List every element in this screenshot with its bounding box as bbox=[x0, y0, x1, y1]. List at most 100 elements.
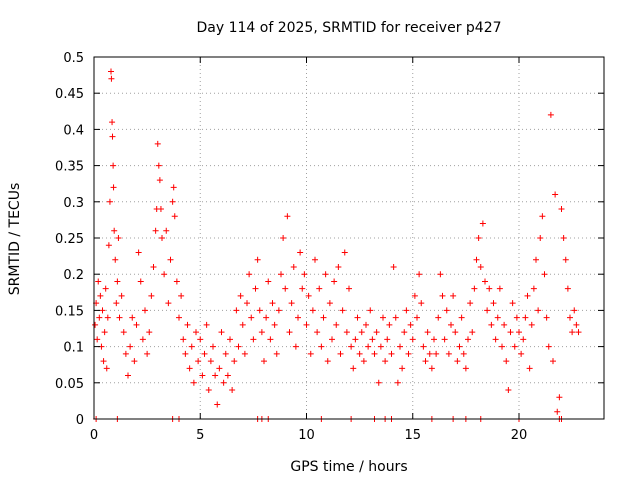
data-point bbox=[416, 271, 423, 278]
data-point bbox=[295, 314, 301, 321]
data-point bbox=[350, 365, 357, 372]
data-point bbox=[501, 321, 508, 328]
data-point bbox=[375, 379, 382, 386]
y-tick-label: 0.4 bbox=[63, 123, 84, 138]
data-point bbox=[528, 321, 535, 328]
data-point bbox=[380, 314, 386, 321]
data-point bbox=[110, 184, 117, 191]
y-tick-label: 0.5 bbox=[63, 51, 84, 66]
data-point bbox=[448, 321, 454, 328]
x-tick-label: 0 bbox=[90, 428, 98, 443]
data-point bbox=[167, 256, 174, 263]
data-point bbox=[454, 358, 461, 365]
data-point bbox=[569, 329, 576, 336]
data-point bbox=[193, 329, 199, 336]
data-point bbox=[112, 256, 119, 263]
data-point bbox=[363, 321, 369, 328]
data-point bbox=[562, 256, 569, 263]
data-point bbox=[482, 278, 488, 285]
data-point bbox=[252, 285, 259, 292]
data-point bbox=[567, 314, 573, 321]
data-point bbox=[271, 321, 278, 328]
data-point bbox=[462, 365, 469, 372]
data-point bbox=[371, 350, 378, 357]
data-point bbox=[545, 343, 552, 350]
data-point bbox=[229, 387, 236, 394]
data-point bbox=[418, 300, 425, 307]
data-point bbox=[131, 358, 138, 365]
data-point bbox=[475, 235, 482, 241]
data-point bbox=[390, 263, 397, 270]
data-point bbox=[227, 336, 233, 343]
data-point bbox=[214, 401, 221, 408]
data-point bbox=[337, 350, 344, 357]
data-point bbox=[220, 379, 227, 386]
data-point bbox=[445, 350, 452, 357]
data-point bbox=[254, 256, 261, 263]
data-point bbox=[137, 278, 144, 285]
y-tick-label: 0.15 bbox=[55, 304, 84, 319]
data-point bbox=[273, 350, 280, 357]
data-point bbox=[199, 372, 206, 379]
data-point bbox=[261, 358, 267, 365]
data-point bbox=[352, 336, 359, 343]
data-point bbox=[169, 198, 176, 205]
data-point bbox=[503, 358, 510, 365]
data-point bbox=[258, 329, 265, 336]
data-point bbox=[428, 365, 435, 372]
data-point bbox=[103, 365, 110, 372]
data-point bbox=[250, 336, 257, 343]
data-point bbox=[460, 350, 467, 357]
data-point bbox=[127, 343, 134, 350]
data-point bbox=[437, 271, 444, 278]
data-point bbox=[235, 343, 242, 350]
data-point bbox=[307, 350, 314, 357]
data-point bbox=[392, 314, 399, 321]
data-point bbox=[318, 343, 325, 350]
data-point bbox=[203, 321, 210, 328]
data-point bbox=[426, 350, 433, 357]
data-point bbox=[212, 372, 219, 379]
data-point bbox=[161, 271, 168, 278]
chart-title: Day 114 of 2025, SRMTID for receiver p42… bbox=[196, 20, 501, 36]
data-point bbox=[505, 387, 512, 394]
data-point bbox=[135, 249, 142, 256]
data-point bbox=[479, 220, 486, 227]
x-tick-label: 5 bbox=[196, 428, 204, 443]
data-point bbox=[377, 343, 384, 350]
data-point bbox=[331, 278, 338, 285]
data-point bbox=[142, 307, 148, 314]
y-tick-label: 0.35 bbox=[55, 160, 84, 175]
data-point bbox=[435, 314, 442, 321]
data-point bbox=[539, 213, 546, 220]
data-point bbox=[122, 350, 129, 357]
data-point bbox=[104, 314, 111, 321]
data-point bbox=[267, 336, 274, 343]
x-axis-label: GPS time / hours bbox=[290, 459, 407, 475]
data-point bbox=[305, 292, 312, 299]
data-point bbox=[405, 350, 412, 357]
data-point bbox=[530, 285, 537, 292]
data-point bbox=[129, 314, 136, 321]
data-point bbox=[360, 358, 367, 365]
data-point bbox=[499, 343, 505, 350]
data-point bbox=[564, 285, 571, 292]
data-point bbox=[556, 394, 563, 401]
data-point bbox=[341, 249, 348, 256]
data-point bbox=[95, 278, 102, 285]
data-point bbox=[114, 278, 121, 285]
data-point bbox=[524, 292, 531, 299]
x-tick-label: 20 bbox=[511, 428, 528, 443]
data-points bbox=[92, 68, 582, 422]
data-point bbox=[424, 329, 431, 336]
data-point bbox=[159, 235, 165, 241]
data-point bbox=[246, 271, 253, 278]
axis-ticks: 0 0.05 0.1 0.15 0.2 0.25 0.3 0.35 0.4 0.45 0.5 0 5 10… bbox=[55, 51, 604, 443]
data-point bbox=[286, 329, 293, 336]
data-point bbox=[210, 343, 216, 350]
data-point bbox=[414, 314, 420, 321]
data-point bbox=[120, 329, 127, 336]
data-point bbox=[520, 336, 527, 343]
data-point bbox=[170, 184, 177, 191]
